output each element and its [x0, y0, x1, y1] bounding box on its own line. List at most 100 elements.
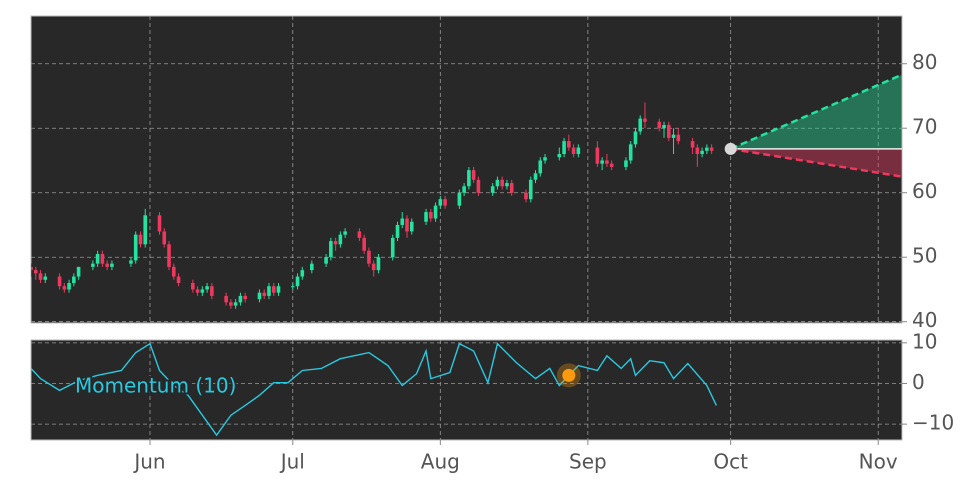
candle-body — [424, 212, 428, 222]
candle-body — [371, 263, 376, 271]
candle-body — [367, 250, 371, 264]
momentum-panel — [30, 339, 903, 441]
candle-body — [290, 286, 295, 288]
highlight-point — [562, 368, 576, 382]
candle-body — [343, 231, 347, 235]
candle-body — [33, 270, 38, 274]
candle-body — [543, 157, 547, 161]
candle-body — [176, 276, 181, 284]
candle-body — [205, 286, 209, 290]
candle-body — [200, 289, 205, 293]
candle-body — [167, 244, 171, 267]
candle-body — [433, 205, 438, 219]
candle-body — [709, 147, 714, 151]
candle-body — [329, 241, 333, 258]
candle-body — [229, 302, 233, 306]
candle-body — [490, 186, 495, 193]
candle-body — [500, 179, 504, 187]
candle-body — [300, 270, 305, 277]
candle-body — [705, 147, 709, 151]
candle-body — [600, 160, 604, 164]
candle-body — [390, 237, 395, 258]
candle-body — [100, 253, 105, 264]
candle-body — [495, 179, 500, 187]
candle-body — [562, 141, 566, 155]
candle-body — [690, 141, 695, 148]
candle-body — [333, 241, 338, 245]
candle-body — [676, 134, 681, 142]
candle-body — [310, 263, 314, 271]
candle-body — [129, 260, 133, 264]
candle-body — [509, 183, 514, 193]
candle-body — [295, 276, 300, 287]
candle-body — [438, 199, 443, 206]
candle-body — [666, 124, 671, 138]
candle-body — [362, 237, 366, 251]
y-tick-label: −10 — [912, 411, 954, 435]
candle-body — [157, 215, 162, 232]
y-tick-label: 0 — [912, 370, 925, 394]
x-tick-label: Jul — [279, 450, 305, 474]
candle-body — [533, 173, 538, 180]
candle-body — [233, 302, 238, 306]
candle-body — [695, 147, 700, 155]
candle-body — [567, 141, 571, 148]
candle-body — [243, 295, 247, 300]
candle-body — [395, 224, 400, 238]
candle-body — [324, 257, 328, 264]
candle-body — [376, 257, 381, 271]
candle-body — [210, 286, 214, 296]
candle-body — [643, 118, 647, 122]
candle-body — [605, 160, 609, 164]
candle-body — [528, 179, 533, 200]
forecast-start-marker — [724, 142, 737, 155]
candle-body — [191, 283, 195, 290]
candle-body — [271, 286, 276, 293]
forecast-down-area — [730, 148, 902, 177]
candle-body — [657, 121, 662, 129]
legend-label: Momentum (10) — [75, 374, 236, 398]
candle-body — [62, 286, 67, 290]
candle-body — [133, 234, 138, 261]
y-tick-label: 10 — [912, 329, 937, 353]
candle-body — [171, 266, 176, 277]
candle-body — [609, 163, 614, 167]
candle-body — [110, 263, 114, 267]
candle-body — [405, 218, 409, 232]
x-tick-label: Jun — [132, 450, 165, 474]
candle-body — [338, 234, 343, 245]
candle-body — [262, 292, 267, 296]
candle-body — [471, 170, 476, 180]
price-plot — [31, 16, 902, 323]
candle-body — [38, 273, 43, 280]
candle-body — [257, 292, 262, 300]
candle-body — [524, 192, 528, 200]
candle-body — [72, 276, 76, 284]
candle-body — [409, 221, 414, 232]
candle-body — [443, 199, 447, 206]
candle-body — [95, 253, 100, 264]
x-tick-label: Sep — [569, 450, 607, 474]
candle-body — [195, 289, 200, 293]
candle-body — [476, 179, 481, 193]
y-tick-label: 50 — [912, 244, 937, 268]
candle-body — [57, 276, 62, 287]
candle-body — [400, 218, 405, 225]
x-tick-label: Nov — [859, 450, 898, 474]
candle-body — [224, 295, 228, 303]
candle-body — [628, 144, 633, 161]
candle-body — [638, 118, 643, 132]
axes: 40 50 60 70 80 −10 0 10 Jun Jul Aug Sep Oct Nov Moment… — [73, 50, 954, 474]
candle-body — [576, 147, 581, 155]
candle-body — [700, 150, 704, 155]
x-tick-label: Aug — [421, 450, 460, 474]
y-tick-label: 80 — [912, 50, 937, 74]
candle-body — [238, 295, 243, 303]
y-tick-label: 60 — [912, 179, 937, 203]
y-tick-label: 70 — [912, 115, 937, 139]
candle-body — [276, 286, 281, 293]
x-tick-label: Oct — [713, 450, 748, 474]
candle-body — [462, 186, 466, 193]
